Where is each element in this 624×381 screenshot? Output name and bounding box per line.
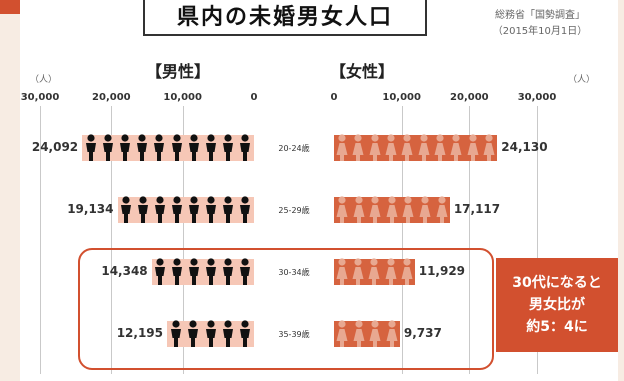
female-figure-icon [401, 258, 413, 290]
female-value-label: 9,737 [403, 326, 442, 340]
callout-line-3: 約5：4に [526, 319, 588, 335]
female-gridline [401, 106, 403, 374]
source-date: （2015年10月1日） [492, 26, 588, 37]
male-gridline [40, 106, 41, 374]
age-category-label: 35-39歳 [278, 330, 310, 339]
female-figure-icon [336, 320, 348, 352]
male-value-label: 14,348 [101, 264, 148, 278]
male-figure-icon [239, 258, 251, 290]
female-figure-icon [386, 196, 398, 228]
female-figure-icon [386, 320, 398, 352]
callout-box: 30代になると 男女比が 約5：4に [496, 258, 618, 352]
female-figure-icon [369, 320, 381, 352]
female-figure-icon [434, 134, 446, 166]
male-tick-label: 20,000 [92, 92, 131, 103]
male-figure-icon [239, 320, 251, 352]
male-figure-icon [187, 320, 199, 352]
female-figure-icon [450, 134, 462, 166]
female-figure-icon [352, 258, 364, 290]
callout-line-1: 30代になると [512, 275, 602, 291]
female-figure-icon [402, 196, 414, 228]
female-figure-icon [436, 196, 448, 228]
female-tick-label: 10,000 [382, 92, 421, 103]
male-figure-icon [222, 134, 234, 166]
unit-left: （人） [30, 75, 58, 85]
male-figure-icon [137, 196, 149, 228]
male-figure-icon [154, 196, 166, 228]
source-line: 総務省「国勢調査」 [495, 10, 585, 21]
male-tick-label: 0 [250, 92, 258, 103]
male-figure-icon [170, 320, 182, 352]
male-figure-icon [171, 258, 183, 290]
male-gridline [111, 106, 113, 374]
female-tick-label: 20,000 [450, 92, 489, 103]
male-figure-icon [222, 320, 234, 352]
male-figure-icon [85, 134, 97, 166]
female-value-label: 11,929 [418, 264, 466, 278]
male-gridline [182, 106, 184, 374]
female-figure-icon [336, 134, 348, 166]
female-figure-icon [467, 134, 479, 166]
female-figure-icon [483, 134, 495, 166]
male-value-label: 12,195 [116, 326, 164, 340]
female-figure-icon [336, 258, 348, 290]
female-figure-icon [353, 320, 365, 352]
male-figure-icon [120, 196, 132, 228]
male-figure-icon [222, 258, 234, 290]
male-header: 【男性】 [146, 62, 211, 81]
age-category-label: 30-34歳 [278, 268, 310, 277]
age-category-label: 20-24歳 [278, 144, 310, 153]
female-figure-icon [401, 134, 413, 166]
female-figure-icon [368, 258, 380, 290]
female-figure-icon [385, 134, 397, 166]
age-category-label: 25-29歳 [278, 206, 310, 215]
male-tick-label: 30,000 [20, 92, 60, 103]
female-figure-icon [369, 134, 381, 166]
male-figure-icon [154, 258, 166, 290]
female-figure-icon [385, 258, 397, 290]
male-tick-label: 10,000 [163, 92, 202, 103]
highlight-30s-frame [78, 248, 494, 370]
male-figure-icon [188, 134, 200, 166]
callout-line-2: 男女比が [528, 297, 585, 313]
male-figure-icon [239, 196, 251, 228]
female-figure-icon [418, 134, 430, 166]
male-figure-icon [222, 196, 234, 228]
male-figure-icon [188, 196, 200, 228]
male-figure-icon [205, 134, 217, 166]
male-figure-icon [136, 134, 148, 166]
female-figure-icon [419, 196, 431, 228]
male-figure-icon [153, 134, 165, 166]
male-value-label: 19,134 [67, 202, 114, 216]
male-figure-icon [171, 134, 183, 166]
female-figure-icon [352, 134, 364, 166]
female-figure-icon [353, 196, 365, 228]
male-bar [151, 259, 254, 285]
male-figure-icon [188, 258, 200, 290]
female-tick-label: 0 [330, 92, 338, 103]
male-figure-icon [205, 196, 217, 228]
female-gridline [537, 106, 538, 374]
female-value-label: 24,130 [501, 140, 548, 154]
male-figure-icon [205, 320, 217, 352]
male-figure-icon [205, 258, 217, 290]
female-tick-label: 30,000 [517, 92, 557, 103]
female-figure-icon [336, 196, 348, 228]
male-figure-icon [119, 134, 131, 166]
female-header: 【女性】 [330, 62, 395, 81]
male-figure-icon [171, 196, 183, 228]
female-gridline [469, 106, 471, 374]
source-note: 総務省「国勢調査」 （2015年10月1日） [480, 8, 600, 40]
unit-right: （人） [568, 75, 596, 85]
chart-title: 県内の未婚男女人口 [143, 0, 427, 36]
male-figure-icon [102, 134, 114, 166]
female-figure-icon [369, 196, 381, 228]
male-value-label: 24,092 [31, 140, 79, 154]
female-value-label: 17,117 [453, 202, 501, 216]
male-figure-icon [239, 134, 251, 166]
